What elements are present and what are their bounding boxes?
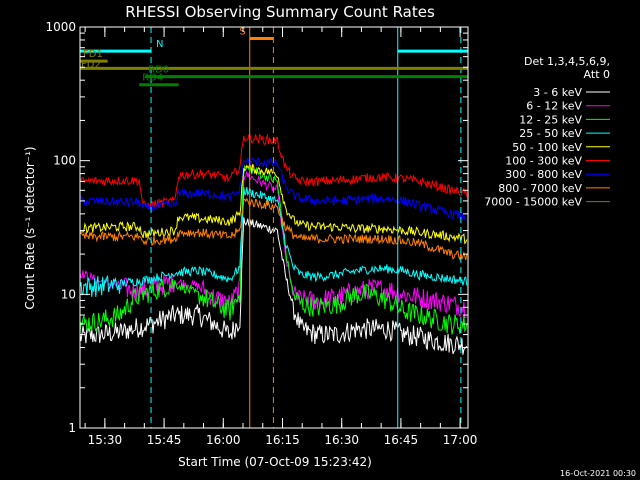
flag-label-0: N [156, 39, 163, 50]
x-axis-label: Start Time (07-Oct-09 15:23:42) [178, 455, 372, 469]
flag-label-6: S [239, 27, 245, 38]
legend-header-1: Att 0 [584, 68, 610, 81]
legend-label-3: 25 - 50 keV [519, 127, 582, 140]
legend-label-0: 3 - 6 keV [533, 86, 582, 99]
y-axis-label: Count Rate (s⁻¹ detector⁻¹) [23, 146, 37, 309]
y-axis: 1 10 100 1000 [45, 20, 468, 435]
x-tick-label-3: 16:15 [265, 433, 300, 447]
x-axis: 15:30 15:45 16:00 16:15 16:30 16:45 17:00 [84, 27, 478, 447]
plot-frame [79, 26, 469, 429]
legend-label-7: 800 - 7000 keV [498, 182, 582, 195]
y-tick-label-3: 1000 [45, 20, 76, 34]
flag-label-2: FD1 [83, 49, 103, 60]
x-tick-label-5: 16:45 [384, 433, 419, 447]
legend-label-8: 7000 - 15000 keV [484, 196, 582, 209]
x-tick-label-1: 15:45 [147, 433, 182, 447]
legend-label-4: 50 - 100 keV [512, 141, 582, 154]
series-line-6 [79, 157, 467, 221]
flag-label-3: FD2 [81, 59, 101, 70]
series-line-1 [79, 171, 468, 318]
legend-label-1: 6 - 12 keV [526, 100, 582, 113]
series-line-5 [79, 132, 468, 210]
x-tick-label-0: 15:30 [88, 433, 123, 447]
legend-label-6: 300 - 800 keV [505, 168, 582, 181]
legend-label-2: 12 - 25 keV [519, 113, 582, 126]
footer-timestamp: 16-Oct-2021 00:30 [560, 469, 636, 478]
y-tick-label-1: 10 [61, 287, 76, 301]
y-tick-label-2: 100 [53, 154, 76, 168]
legend-label-5: 100 - 300 keV [505, 155, 582, 168]
flag-label-4: RD0 [148, 65, 169, 76]
flag-label-5: RD4 [142, 73, 163, 84]
legend-header-0: Det 1,3,4,5,6,9, [524, 55, 610, 68]
x-tick-label-6: 17:00 [443, 433, 478, 447]
chart-title: RHESSI Observing Summary Count Rates [125, 3, 435, 21]
y-tick-label-0: 1 [68, 421, 76, 435]
x-tick-label-2: 16:00 [206, 433, 241, 447]
x-tick-label-4: 16:30 [324, 433, 359, 447]
